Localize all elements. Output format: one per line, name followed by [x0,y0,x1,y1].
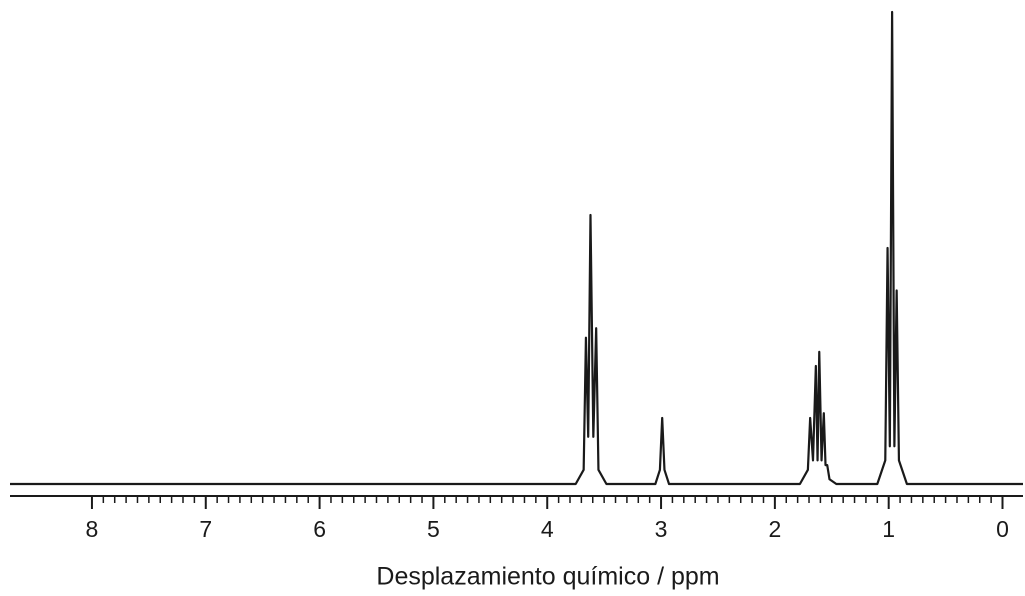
x-tick-label: 4 [541,516,554,542]
x-tick-label: 6 [313,516,326,542]
x-tick-label: 7 [199,516,212,542]
x-tick-label: 3 [655,516,668,542]
x-tick-label: 0 [996,516,1009,542]
x-axis-label: Desplazamiento químico / ppm [376,563,719,591]
x-tick-label: 2 [768,516,781,542]
x-tick-label: 5 [427,516,440,542]
x-tick-label: 1 [882,516,895,542]
x-tick-label: 8 [86,516,99,542]
spectrum-line [10,10,1023,486]
